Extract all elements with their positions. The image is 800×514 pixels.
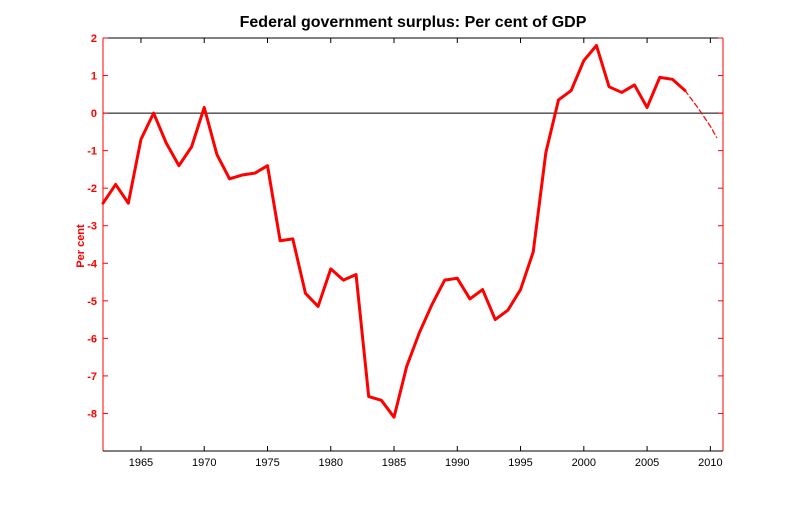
x-tick-label: 1980 — [319, 457, 343, 469]
x-tick-label: 2000 — [572, 457, 596, 469]
chart-title: Federal government surplus: Per cent of … — [240, 14, 587, 31]
x-tick-label: 1985 — [382, 457, 406, 469]
y-tick-label: 0 — [91, 108, 97, 120]
y-tick-label: -5 — [87, 296, 97, 308]
x-tick-label: 1965 — [129, 457, 153, 469]
x-tick-label: 1990 — [445, 457, 469, 469]
x-tick-label: 1970 — [192, 457, 216, 469]
y-tick-label: 2 — [91, 33, 97, 45]
y-tick-label: -6 — [87, 333, 97, 345]
y-tick-label: -2 — [87, 183, 97, 195]
y-tick-label: -4 — [87, 258, 98, 270]
y-tick-label: 1 — [91, 71, 97, 83]
y-tick-label: -3 — [87, 221, 97, 233]
y-tick-label: -8 — [87, 408, 97, 420]
x-tick-label: 2005 — [635, 457, 659, 469]
plot-area — [103, 38, 723, 451]
x-tick-label: 1975 — [255, 457, 279, 469]
x-tick-label: 2010 — [698, 457, 722, 469]
y-axis-label: Per cent — [75, 224, 87, 268]
y-tick-label: -7 — [87, 371, 97, 383]
x-tick-label: 1995 — [508, 457, 532, 469]
y-tick-label: -1 — [87, 146, 97, 158]
